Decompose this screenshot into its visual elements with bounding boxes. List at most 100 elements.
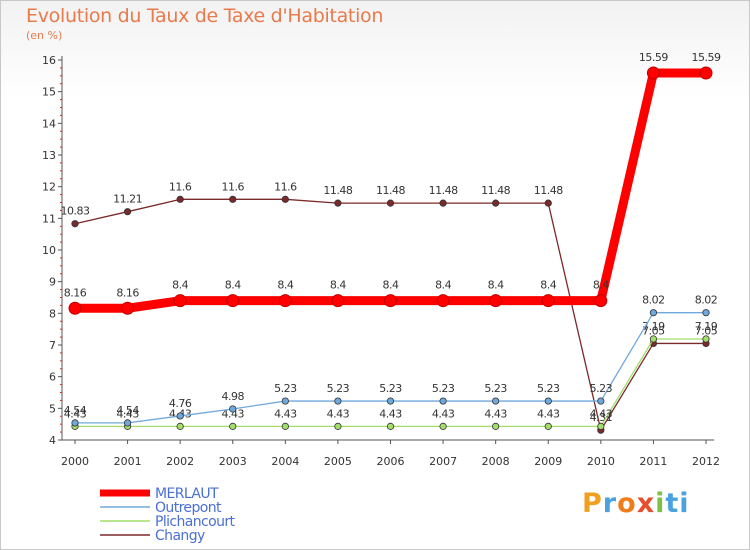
data-label: 4.31 xyxy=(590,411,613,424)
data-label: 8.4 xyxy=(225,279,241,292)
data-label: 4.43 xyxy=(379,407,402,420)
x-tick-label: 2002 xyxy=(166,455,194,468)
data-label: 8.02 xyxy=(642,294,665,307)
y-tick-label: 16 xyxy=(42,54,56,67)
data-point xyxy=(492,199,500,207)
data-label: 5.23 xyxy=(327,382,350,395)
data-point xyxy=(226,294,240,308)
data-label: 4.76 xyxy=(169,397,192,410)
x-tick-label: 2006 xyxy=(377,455,405,468)
data-label: 4.98 xyxy=(222,390,245,403)
data-point xyxy=(384,294,397,308)
data-label: 4.54 xyxy=(64,404,87,417)
data-point xyxy=(71,220,79,228)
x-tick-label: 2011 xyxy=(639,455,667,468)
data-label: 5.23 xyxy=(590,382,613,395)
data-label: 4.43 xyxy=(64,407,87,420)
data-label: 4.43 xyxy=(432,407,455,420)
data-point xyxy=(281,195,289,203)
data-label: 8.4 xyxy=(277,279,293,292)
data-point xyxy=(334,199,342,207)
data-point xyxy=(702,309,710,317)
data-point xyxy=(386,397,395,405)
data-label: 11.48 xyxy=(376,184,405,197)
proxiti-logo: Proxiti xyxy=(582,488,690,519)
data-point xyxy=(123,208,132,216)
data-label: 11.48 xyxy=(481,184,510,197)
data-label: 11.48 xyxy=(323,184,352,197)
y-tick-label: 8 xyxy=(49,307,56,320)
x-tick-label: 2005 xyxy=(324,455,352,468)
data-label: 5.23 xyxy=(379,382,402,395)
x-tick-label: 2007 xyxy=(429,455,457,468)
data-point xyxy=(702,335,710,343)
data-label: 8.4 xyxy=(593,279,609,292)
legend-label: MERLAUT xyxy=(155,486,219,502)
data-point xyxy=(71,419,79,427)
data-label: 7.05 xyxy=(642,324,665,337)
data-point xyxy=(281,422,289,430)
y-tick-label: 10 xyxy=(42,244,56,257)
y-tick-label: 4 xyxy=(49,434,56,447)
data-point xyxy=(386,199,395,207)
data-point xyxy=(331,294,345,308)
y-tick-label: 11 xyxy=(42,212,56,225)
data-label: 8.16 xyxy=(116,286,139,299)
data-point xyxy=(541,294,555,308)
data-point xyxy=(594,294,608,308)
data-label: 4.43 xyxy=(327,407,350,420)
data-label: 8.4 xyxy=(172,279,188,292)
data-point xyxy=(649,335,658,343)
data-label: 5.23 xyxy=(432,382,455,395)
chart-unit-label: (en %) xyxy=(26,29,63,42)
y-tick-label: 9 xyxy=(49,276,56,289)
data-point xyxy=(68,301,82,315)
data-label: 11.21 xyxy=(113,193,142,206)
data-label: 11.6 xyxy=(169,180,192,193)
data-point xyxy=(278,294,292,308)
x-tick-label: 2004 xyxy=(271,455,299,468)
data-point xyxy=(229,422,237,430)
data-point xyxy=(229,195,237,203)
data-label: 5.23 xyxy=(537,382,560,395)
data-point xyxy=(492,422,500,430)
data-label: 11.48 xyxy=(534,184,563,197)
data-point xyxy=(176,412,184,420)
data-point xyxy=(439,422,447,430)
data-label: 4.43 xyxy=(116,407,139,420)
y-tick-label: 5 xyxy=(49,402,56,415)
data-label: 11.6 xyxy=(222,180,245,193)
data-label: 15.59 xyxy=(639,51,668,64)
data-label: 5.23 xyxy=(274,382,297,395)
data-point xyxy=(597,422,605,430)
data-point xyxy=(439,397,447,405)
data-point xyxy=(492,397,500,405)
y-tick-label: 13 xyxy=(42,149,56,162)
data-point xyxy=(173,294,187,308)
x-tick-label: 2010 xyxy=(587,455,615,468)
data-point xyxy=(646,66,660,80)
data-label: 4.43 xyxy=(537,407,560,420)
x-tick-label: 2003 xyxy=(219,455,247,468)
data-label: 8.4 xyxy=(488,279,504,292)
y-tick-label: 14 xyxy=(42,117,56,130)
data-point xyxy=(123,419,132,427)
legend-label: Outrepont xyxy=(155,500,222,516)
data-point xyxy=(597,397,605,405)
data-point xyxy=(334,422,342,430)
chart-title: Evolution du Taux de Taxe d'Habitation xyxy=(26,5,384,27)
data-point xyxy=(544,422,552,430)
x-tick-label: 2008 xyxy=(482,455,510,468)
data-point xyxy=(544,397,552,405)
series-line-changy xyxy=(74,198,707,431)
data-label: 8.4 xyxy=(435,279,451,292)
data-label: 11.48 xyxy=(429,184,458,197)
data-label: 4.43 xyxy=(590,407,613,420)
data-point xyxy=(176,422,184,430)
data-point xyxy=(176,195,184,203)
x-tick-label: 2001 xyxy=(114,455,142,468)
data-label: 4.43 xyxy=(484,407,507,420)
y-tick-label: 12 xyxy=(42,181,56,194)
data-label: 8.4 xyxy=(330,279,346,292)
